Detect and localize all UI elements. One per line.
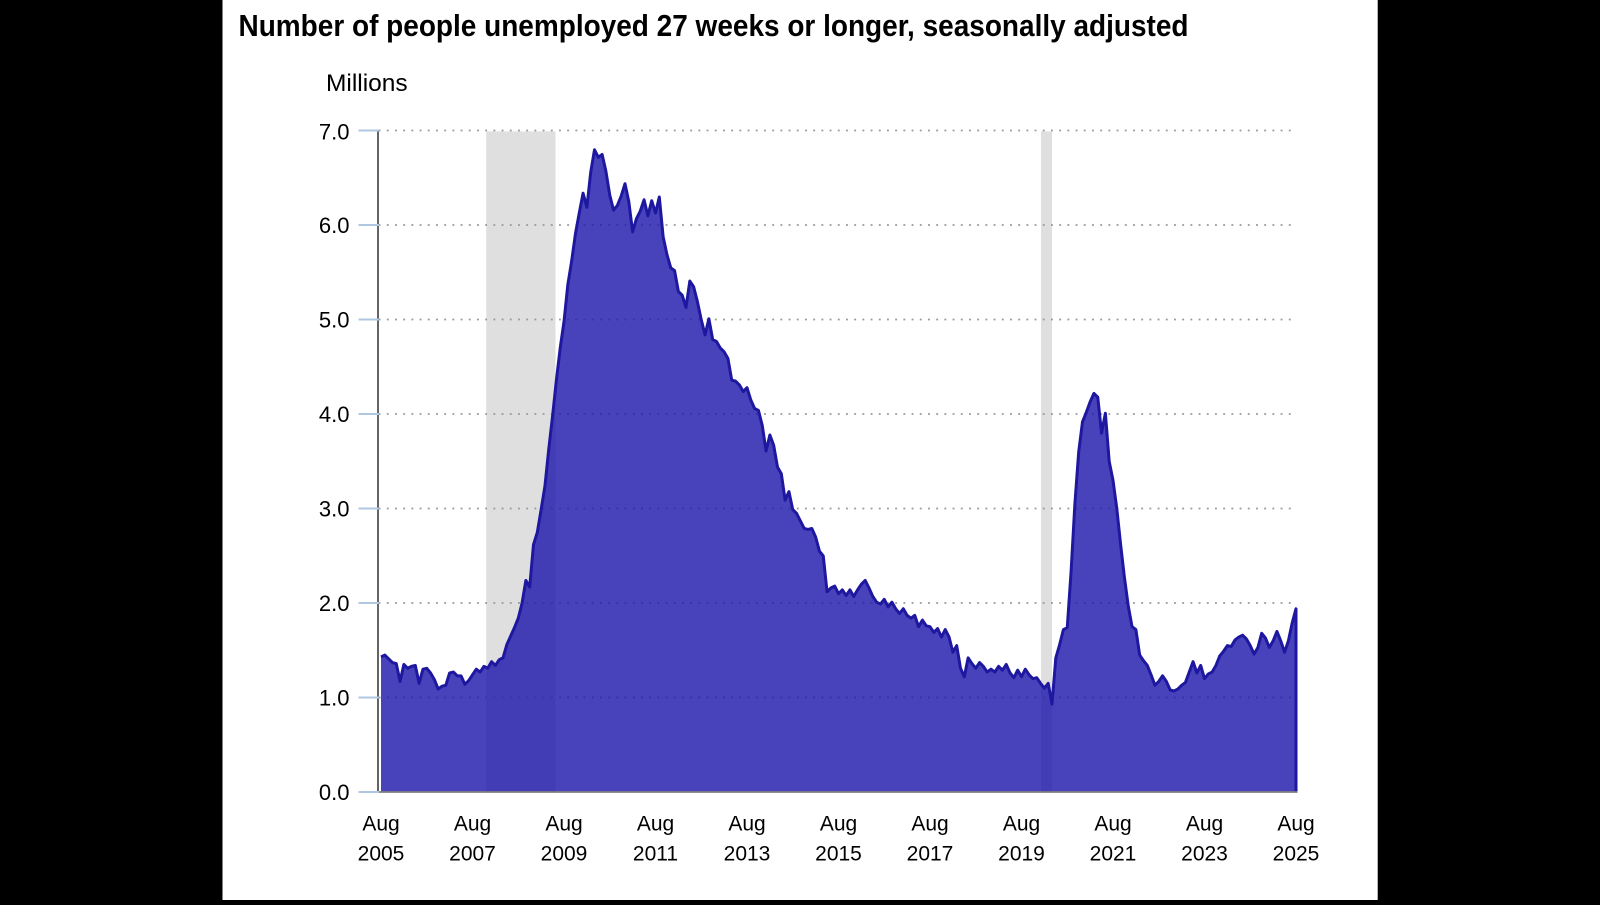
svg-text:7.0: 7.0	[319, 120, 350, 145]
svg-text:2011: 2011	[633, 843, 678, 866]
svg-text:2023: 2023	[1181, 843, 1228, 866]
svg-text:Aug: Aug	[637, 813, 674, 836]
svg-text:2009: 2009	[541, 843, 588, 866]
svg-text:Aug: Aug	[728, 813, 765, 836]
svg-text:Aug: Aug	[1003, 813, 1040, 836]
svg-text:Aug: Aug	[1186, 813, 1223, 836]
svg-text:0.0: 0.0	[319, 780, 350, 805]
svg-text:Aug: Aug	[362, 813, 399, 836]
svg-text:2007: 2007	[449, 843, 496, 866]
svg-text:2015: 2015	[815, 843, 862, 866]
svg-text:3.0: 3.0	[319, 497, 350, 522]
svg-text:2019: 2019	[998, 843, 1045, 866]
svg-text:2025: 2025	[1273, 843, 1320, 866]
svg-text:Aug: Aug	[454, 813, 491, 836]
svg-text:Number of people unemployed 27: Number of people unemployed 27 weeks or …	[239, 8, 1189, 43]
svg-text:Millions: Millions	[326, 70, 408, 97]
svg-text:4.0: 4.0	[319, 402, 350, 427]
svg-text:2017: 2017	[907, 843, 954, 866]
svg-text:2013: 2013	[724, 843, 771, 866]
svg-text:Aug: Aug	[911, 813, 948, 836]
svg-text:2.0: 2.0	[319, 591, 350, 616]
svg-text:Aug: Aug	[1277, 813, 1314, 836]
svg-text:Aug: Aug	[545, 813, 582, 836]
svg-text:Aug: Aug	[1094, 813, 1131, 836]
svg-text:1.0: 1.0	[319, 686, 350, 711]
svg-text:Aug: Aug	[820, 813, 857, 836]
svg-text:6.0: 6.0	[319, 213, 350, 238]
svg-text:2021: 2021	[1090, 843, 1137, 866]
svg-text:5.0: 5.0	[319, 308, 350, 333]
svg-text:2005: 2005	[358, 843, 405, 866]
